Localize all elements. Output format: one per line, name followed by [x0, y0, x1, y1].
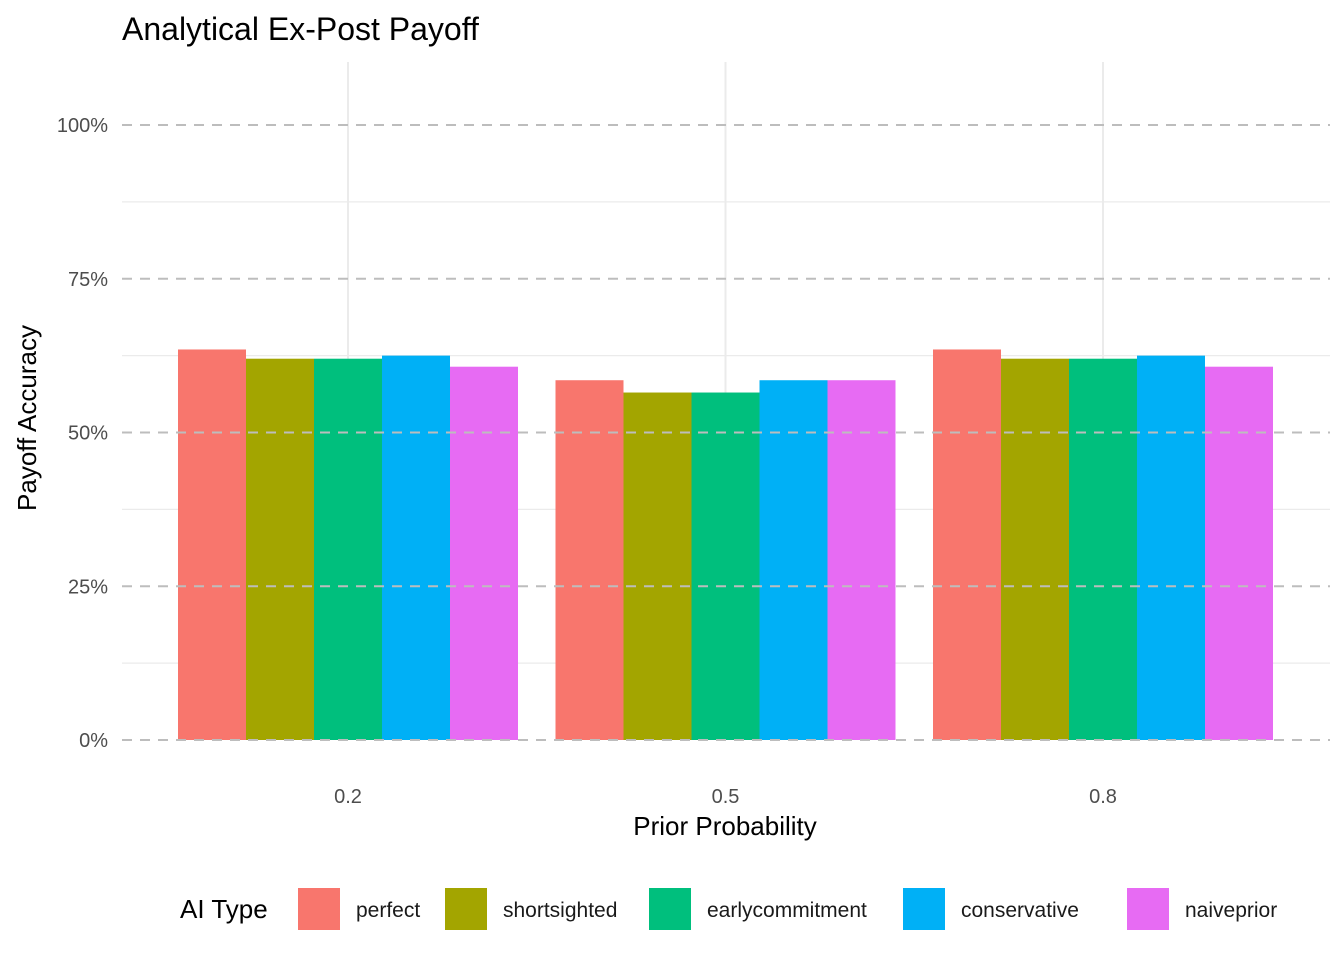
y-tick-labels: 0% 25% 50% 75% 100% — [57, 115, 108, 752]
bar-earlycommitment-0.2 — [314, 358, 382, 740]
legend: AI Type perfect shortsighted earlycommitme… — [180, 888, 1277, 930]
x-tick-label: 0.2 — [334, 786, 362, 808]
bar-shortsighted-0.8 — [1001, 358, 1069, 740]
y-tick-label: 0% — [79, 730, 108, 752]
chart-title: Analytical Ex-Post Payoff — [122, 11, 479, 47]
bar-earlycommitment-0.8 — [1069, 358, 1137, 740]
bar-naiveprior-0.8 — [1205, 366, 1273, 740]
bar-naiveprior-0.5 — [827, 380, 896, 740]
legend-swatch-perfect — [298, 888, 340, 930]
x-tick-label: 0.8 — [1089, 786, 1117, 808]
x-tick-labels: 0.2 0.5 0.8 — [334, 786, 1117, 808]
x-axis-title: Prior Probability — [633, 811, 817, 841]
bar-conservative-0.2 — [382, 355, 450, 740]
bar-naiveprior-0.2 — [450, 366, 518, 740]
bar-shortsighted-0.5 — [623, 392, 692, 740]
y-tick-label: 50% — [68, 423, 108, 445]
legend-label-shortsighted: shortsighted — [503, 899, 617, 922]
legend-swatch-earlycommitment — [649, 888, 691, 930]
legend-swatch-shortsighted — [445, 888, 487, 930]
legend-swatch-conservative — [903, 888, 945, 930]
legend-label-perfect: perfect — [356, 899, 420, 922]
y-axis-title: Payoff Accuracy — [12, 325, 42, 511]
x-tick-label: 0.5 — [712, 786, 740, 808]
bar-conservative-0.5 — [759, 380, 828, 740]
bars — [122, 124, 1330, 741]
legend-label-conservative: conservative — [961, 899, 1079, 922]
legend-title: AI Type — [180, 894, 268, 924]
legend-label-naiveprior: naiveprior — [1185, 899, 1277, 922]
legend-label-earlycommitment: earlycommitment — [707, 899, 867, 922]
legend-swatch-naiveprior — [1127, 888, 1169, 930]
y-tick-label: 25% — [68, 576, 108, 598]
bar-earlycommitment-0.5 — [691, 392, 760, 740]
y-tick-label: 75% — [68, 269, 108, 291]
bar-perfect-0.8 — [933, 349, 1001, 740]
y-tick-label: 100% — [57, 115, 108, 137]
bar-perfect-0.5 — [555, 380, 624, 740]
bar-shortsighted-0.2 — [246, 358, 314, 740]
bar-perfect-0.2 — [178, 349, 246, 740]
bar-conservative-0.8 — [1137, 355, 1205, 740]
